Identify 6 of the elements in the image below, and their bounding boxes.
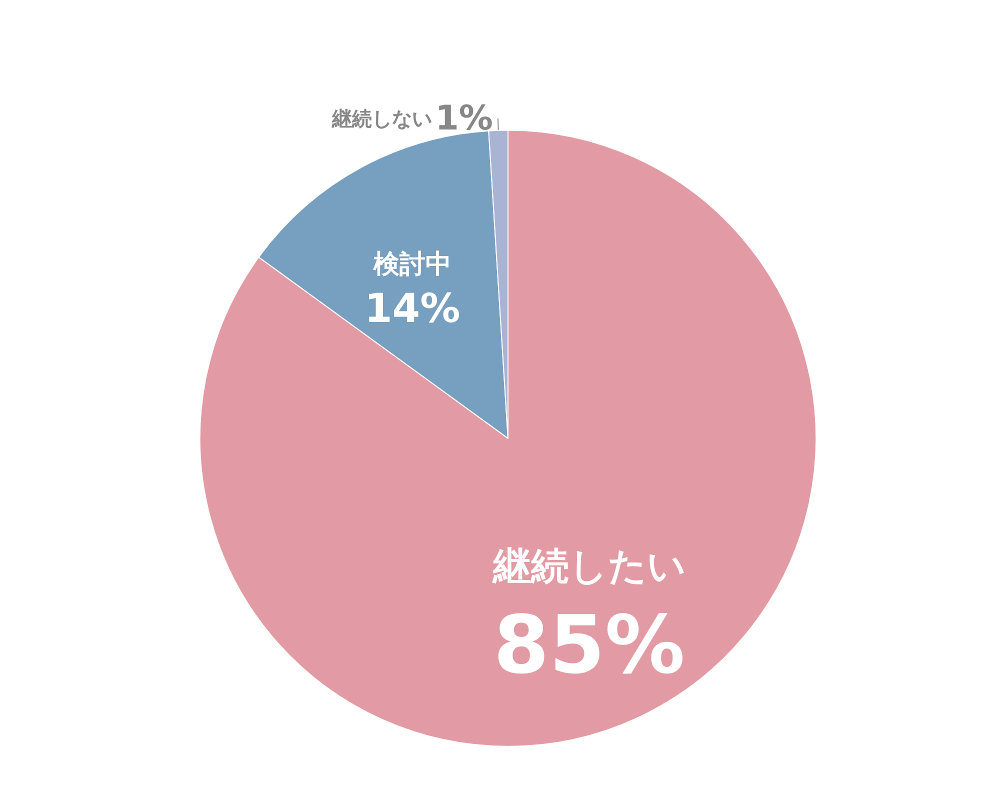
slice-label: 継続したい	[492, 544, 686, 588]
data-label: 14%	[364, 286, 460, 332]
data-label: 1%	[435, 98, 493, 138]
slice-label: 検討中	[372, 250, 452, 280]
slice-label: 継続しない	[330, 106, 432, 130]
data-label: 85%	[494, 598, 686, 692]
